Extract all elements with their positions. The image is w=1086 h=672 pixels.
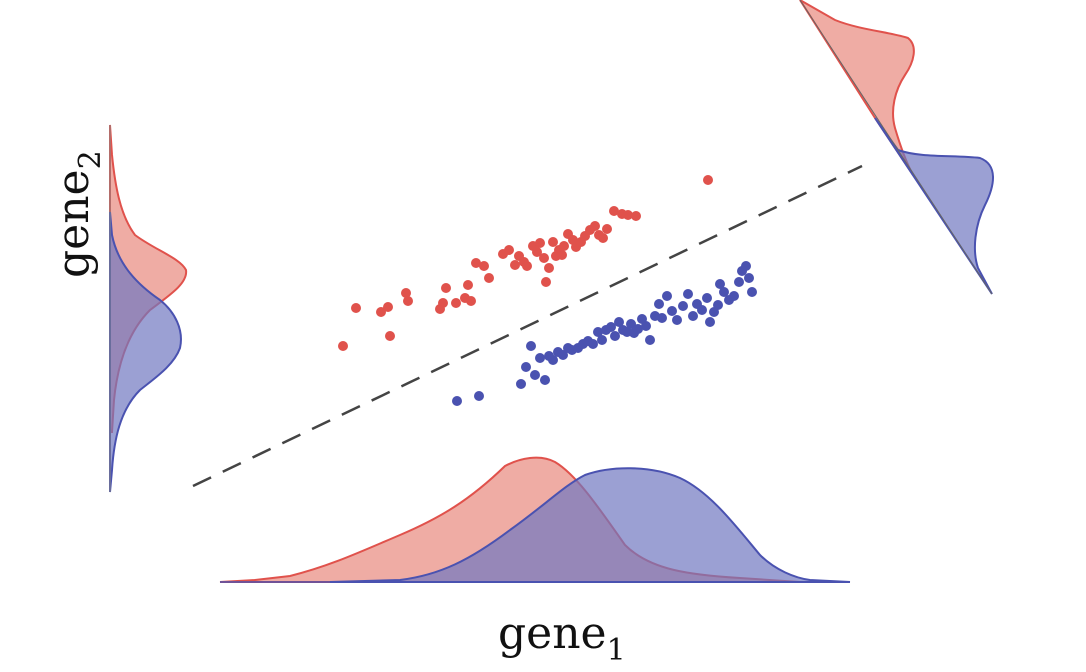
blue-point [657,313,667,323]
red-point [590,221,600,231]
blue-point [697,305,707,315]
red-point [609,206,619,216]
red-point [532,247,542,257]
gene1-blue-density [329,467,851,583]
red-point [541,277,551,287]
red-point [602,224,612,234]
blue-cluster-points [452,261,757,406]
red-point [451,298,461,308]
blue-point [530,370,540,380]
blue-point [654,299,664,309]
blue-point [678,301,688,311]
red-point [441,283,451,293]
red-point [376,307,386,317]
blue-point [626,319,636,329]
blue-point [558,350,568,360]
blue-point [548,355,558,365]
red-point [466,296,476,306]
x-axis-label-subscript: 1 [607,633,626,668]
red-point [438,298,448,308]
blue-point [516,379,526,389]
blue-point [719,287,729,297]
red-point [548,237,558,247]
red-point [510,260,520,270]
blue-point [474,391,484,401]
blue-point [667,306,677,316]
blue-point [641,321,651,331]
gene2-blue-density [109,211,182,493]
blue-point [521,362,531,372]
blue-point [713,300,723,310]
red-point [539,253,549,263]
red-point [557,250,567,260]
blue-point [715,279,725,289]
x-axis-label-text: gene [498,608,607,659]
blue-point [729,291,739,301]
blue-point [526,341,536,351]
decision-boundary [192,164,863,488]
red-point [351,303,361,313]
blue-point [593,327,603,337]
red-point [559,241,569,251]
blue-point [452,396,462,406]
red-cluster-points [338,175,713,351]
red-point [479,261,489,271]
blue-point [734,277,744,287]
blue-point [688,311,698,321]
y-axis-label: gene2 [48,150,108,278]
gene2-marginal-density [109,124,188,493]
red-point [703,175,713,185]
red-point [383,302,393,312]
projection-density-axis [799,0,993,295]
x-axis-label: gene1 [498,608,626,668]
red-point [504,245,514,255]
blue-point [540,375,550,385]
blue-point [683,289,693,299]
red-point [544,263,554,273]
blue-point [741,261,751,271]
red-point [401,288,411,298]
red-point [471,258,481,268]
red-point [463,280,473,290]
red-point [631,211,641,221]
blue-point [535,353,545,363]
blue-point [747,287,757,297]
y-axis-label-text: gene [48,169,99,278]
blue-point [633,324,643,334]
blue-point [614,317,624,327]
blue-point [610,331,620,341]
blue-point [606,322,616,332]
red-point [623,210,633,220]
red-point [484,273,494,283]
red-point [403,296,413,306]
gene1-marginal-density [219,456,851,583]
blue-point [597,335,607,345]
red-point [338,341,348,351]
red-point [385,331,395,341]
blue-point [588,339,598,349]
blue-point [744,273,754,283]
blue-point [645,335,655,345]
y-axis-label-subscript: 2 [73,150,108,169]
red-point [598,233,608,243]
blue-point [672,315,682,325]
red-point [522,261,532,271]
blue-point [662,291,672,301]
projection-marginal-density [799,0,994,295]
blue-point [702,293,712,303]
red-point [535,238,545,248]
blue-point [705,317,715,327]
